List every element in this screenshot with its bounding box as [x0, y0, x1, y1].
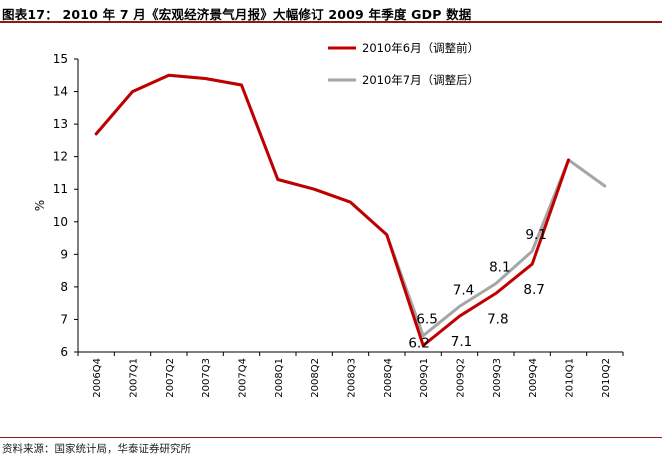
- source-note: 资料来源：国家统计局，华泰证券研究所: [2, 443, 191, 455]
- x-tick-label: 2008Q3: [347, 358, 358, 398]
- x-tick-label: 2009Q3: [492, 358, 503, 398]
- x-tick-label: 2010Q2: [601, 358, 612, 398]
- figure-title: 图表17： 2010 年 7 月《宏观经济景气月报》大幅修订 2009 年季度 …: [2, 4, 472, 23]
- legend-label: 2010年7月（调整后）: [362, 73, 479, 87]
- x-tick-label: 2009Q1: [419, 358, 430, 398]
- y-tick-label: 8: [60, 280, 68, 294]
- figure-title-text: 2010 年 7 月《宏观经济景气月报》大幅修订 2009 年季度 GDP 数据: [62, 7, 472, 22]
- x-tick-label: 2007Q2: [165, 358, 176, 398]
- y-tick-label: 13: [53, 117, 68, 131]
- x-tick-label: 2007Q4: [238, 358, 249, 398]
- data-label: 8.1: [489, 260, 510, 276]
- legend-label: 2010年6月（调整前）: [362, 41, 479, 55]
- x-tick-label: 2008Q2: [310, 358, 321, 398]
- x-tick-label: 2007Q3: [201, 358, 212, 398]
- y-axis-label: %: [33, 200, 47, 211]
- x-tick-label: 2006Q4: [92, 358, 103, 398]
- data-label: 7.8: [487, 311, 508, 327]
- data-label: 6.5: [416, 312, 437, 328]
- footer-rule: [0, 437, 662, 438]
- y-tick-label: 15: [53, 52, 68, 66]
- x-tick-label: 2009Q2: [456, 358, 467, 398]
- x-tick-label: 2010Q1: [565, 358, 576, 398]
- line-chart: 6 7 8 9 10 11 12 13 14 15% 2006Q4 2007Q1 2007Q2 2007Q…: [33, 41, 624, 398]
- figure-header: 图表17： 2010 年 7 月《宏观经济景气月报》大幅修订 2009 年季度 …: [0, 0, 667, 24]
- y-tick-label: 14: [53, 85, 68, 99]
- x-tick-label: 2008Q4: [383, 358, 394, 398]
- header-rule: [0, 21, 662, 23]
- y-tick-label: 10: [53, 215, 68, 229]
- y-tick-label: 7: [60, 312, 68, 326]
- series-line-before-revision: [94, 73, 570, 347]
- y-tick-label: 6: [60, 345, 68, 359]
- data-label: 7.1: [451, 334, 472, 350]
- figure-number: 图表17：: [2, 7, 58, 22]
- x-tick-label: 2007Q1: [129, 358, 140, 398]
- y-tick-label: 9: [60, 247, 68, 261]
- y-tick-label: 11: [53, 182, 68, 196]
- y-tick-label: 12: [53, 150, 68, 164]
- x-tick-label: 2008Q1: [274, 358, 285, 398]
- data-label: 8.7: [523, 282, 544, 298]
- data-label: 6.2: [408, 335, 429, 351]
- data-label: 9.1: [525, 227, 546, 243]
- x-tick-label: 2009Q4: [528, 358, 539, 398]
- data-label: 7.4: [453, 282, 474, 298]
